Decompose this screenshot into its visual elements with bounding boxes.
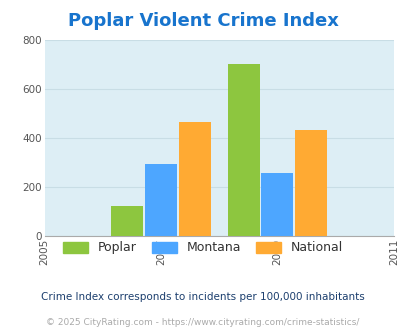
- Bar: [227, 64, 259, 236]
- Bar: [294, 130, 326, 236]
- Legend: Poplar, Montana, National: Poplar, Montana, National: [58, 236, 347, 259]
- Bar: [111, 207, 143, 236]
- Bar: [261, 173, 293, 236]
- Bar: [145, 164, 177, 236]
- Text: Crime Index corresponds to incidents per 100,000 inhabitants: Crime Index corresponds to incidents per…: [41, 292, 364, 302]
- Text: Poplar Violent Crime Index: Poplar Violent Crime Index: [67, 12, 338, 30]
- Text: © 2025 CityRating.com - https://www.cityrating.com/crime-statistics/: © 2025 CityRating.com - https://www.city…: [46, 318, 359, 327]
- Bar: [178, 122, 210, 236]
